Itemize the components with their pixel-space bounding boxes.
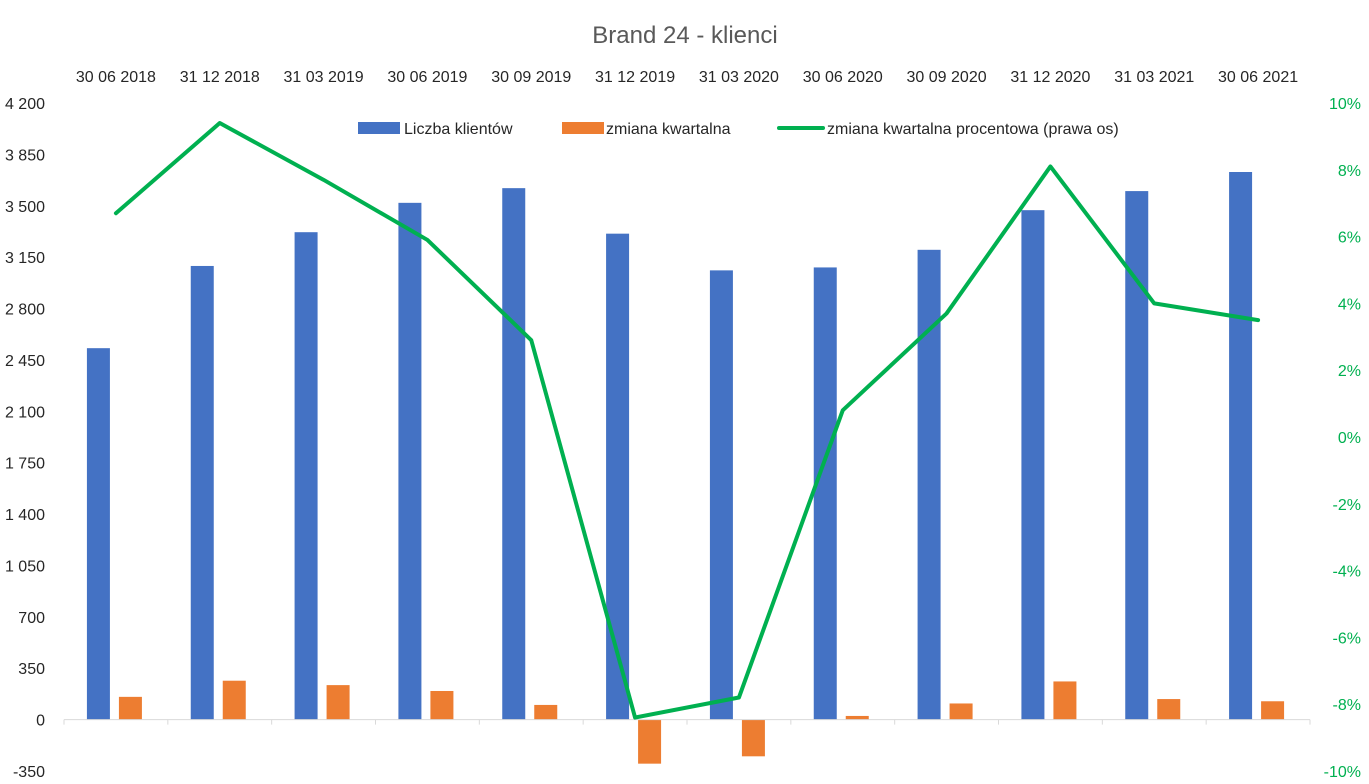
- left-tick-label: 350: [18, 661, 45, 678]
- category-label: 30 06 2019: [387, 69, 467, 86]
- line-series: [113, 121, 1261, 720]
- right-tick-label: -2%: [1333, 497, 1361, 514]
- bar-zmiana-kwartalna: [949, 703, 973, 720]
- line-point: [945, 311, 949, 315]
- line-point: [218, 121, 222, 125]
- right-tick-label: -10%: [1324, 764, 1361, 781]
- bar-zmiana-kwartalna: [1053, 681, 1077, 720]
- bar-liczba-klientow: [294, 232, 318, 720]
- right-tick-label: 2%: [1338, 363, 1361, 380]
- line-point: [737, 696, 741, 700]
- zero-axis: [63, 719, 1311, 725]
- left-tick-label: 3 500: [5, 199, 45, 216]
- bar-liczba-klientow: [86, 348, 110, 720]
- left-tick-label: 2 100: [5, 404, 45, 421]
- line-zmiana-procentowa: [113, 121, 1261, 720]
- left-tick-label: -350: [13, 764, 45, 781]
- left-tick-label: 2 800: [5, 302, 45, 319]
- legend-swatch-zmiana-kwartalna: [562, 122, 604, 134]
- right-tick-label: 0%: [1338, 430, 1361, 447]
- bar-liczba-klientow: [709, 270, 733, 720]
- category-label: 30 06 2021: [1218, 69, 1298, 86]
- category-labels: 30 06 2018 31 12 2018 31 03 2019 30 06 2019…: [76, 69, 1298, 86]
- bar-liczba-klientow: [502, 188, 526, 720]
- bar-liczba-klientow: [398, 202, 422, 720]
- bar-zmiana-kwartalna: [638, 719, 662, 764]
- category-label: 30 09 2019: [491, 69, 571, 86]
- bar-zmiana-kwartalna: [326, 685, 350, 720]
- bar-liczba-klientow: [917, 249, 941, 720]
- right-tick-label: -6%: [1333, 630, 1361, 647]
- right-tick-label: 10%: [1329, 96, 1361, 113]
- right-tick-label: 6%: [1338, 230, 1361, 247]
- legend-label-zmiana-kwartalna: zmiana kwartalna: [606, 121, 731, 138]
- category-label: 31 03 2021: [1114, 69, 1194, 86]
- bar-zmiana-kwartalna: [534, 704, 558, 720]
- line-point: [425, 238, 429, 242]
- category-label: 30 09 2020: [907, 69, 987, 86]
- bar-zmiana-kwartalna: [222, 680, 246, 720]
- chart-title: Brand 24 - klienci: [592, 22, 777, 49]
- left-tick-label: 1 750: [5, 456, 45, 473]
- left-tick-label: 0: [36, 713, 45, 730]
- line-point: [633, 716, 637, 720]
- left-tick-label: 1 050: [5, 558, 45, 575]
- category-label: 31 03 2020: [699, 69, 779, 86]
- left-tick-label: 700: [18, 610, 45, 627]
- line-point: [322, 178, 326, 182]
- right-tick-label: -8%: [1333, 697, 1361, 714]
- left-tick-label: 4 200: [5, 96, 45, 113]
- line-point: [1048, 164, 1052, 168]
- right-tick-label: 4%: [1338, 296, 1361, 313]
- category-label: 31 03 2019: [284, 69, 364, 86]
- bar-zmiana-kwartalna: [741, 719, 765, 757]
- bar-zmiana-kwartalna: [845, 715, 869, 720]
- right-axis: -10% -8% -6% -4% -2% 0% 2% 4% 6% 8% 10%: [1324, 96, 1361, 781]
- category-label: 31 12 2019: [595, 69, 675, 86]
- bars: [86, 172, 1285, 764]
- legend: Liczba klientów zmiana kwartalna zmiana kw…: [358, 121, 1119, 138]
- bar-liczba-klientow: [606, 233, 630, 720]
- line-point: [1152, 301, 1156, 305]
- bar-zmiana-kwartalna: [1261, 701, 1285, 720]
- bar-liczba-klientow: [190, 265, 214, 720]
- line-point: [114, 211, 118, 215]
- left-tick-label: 2 450: [5, 353, 45, 370]
- left-axis: -350 0 350 700 1 050 1 400 1 750 2 100 2 450 2 80…: [5, 96, 45, 781]
- left-tick-label: 3 150: [5, 250, 45, 267]
- line-point: [841, 408, 845, 412]
- line-point: [529, 338, 533, 342]
- left-tick-label: 3 850: [5, 147, 45, 164]
- left-tick-label: 1 400: [5, 507, 45, 524]
- line-point: [1256, 318, 1260, 322]
- bar-liczba-klientow: [1021, 210, 1045, 720]
- right-tick-label: 8%: [1338, 163, 1361, 180]
- legend-label-zmiana-procentowa: zmiana kwartalna procentowa (prawa os): [827, 121, 1119, 138]
- category-label: 30 06 2020: [803, 69, 883, 86]
- bar-liczba-klientow: [1229, 172, 1253, 720]
- bar-zmiana-kwartalna: [430, 690, 454, 720]
- category-label: 31 12 2018: [180, 69, 260, 86]
- legend-label-liczba-klientow: Liczba klientów: [404, 121, 513, 138]
- bar-zmiana-kwartalna: [118, 696, 142, 720]
- bar-liczba-klientow: [1125, 191, 1149, 720]
- category-label: 30 06 2018: [76, 69, 156, 86]
- right-tick-label: -4%: [1333, 564, 1361, 581]
- legend-swatch-liczba-klientow: [358, 122, 400, 134]
- bar-zmiana-kwartalna: [1157, 699, 1181, 720]
- bar-liczba-klientow: [813, 267, 837, 720]
- category-label: 31 12 2020: [1010, 69, 1090, 86]
